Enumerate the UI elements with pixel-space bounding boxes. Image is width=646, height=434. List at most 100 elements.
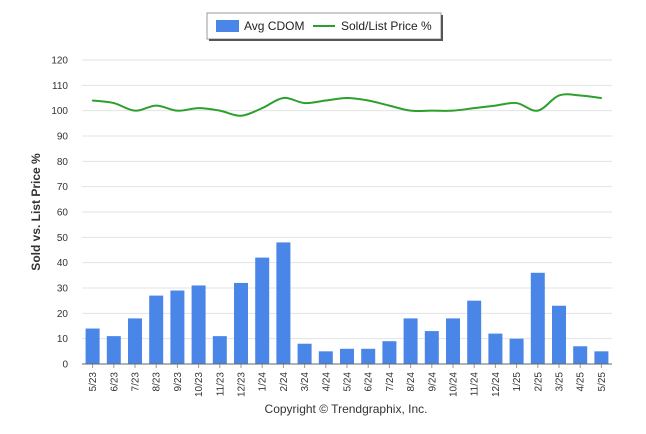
x-tick-label: 1/25 — [512, 372, 523, 392]
x-tick-label: 5/25 — [597, 372, 608, 392]
bar — [424, 331, 439, 364]
grid — [82, 59, 612, 340]
bar — [191, 285, 206, 364]
legend-swatch-avg-cdom — [216, 20, 239, 32]
x-tick-label: 5/23 — [88, 372, 99, 392]
x-tick-label: 7/24 — [385, 372, 396, 392]
y-tick-label: 70 — [57, 182, 69, 193]
bar — [530, 272, 545, 364]
line-point — [261, 107, 264, 109]
bar — [403, 318, 418, 364]
x-tick-label: 2/24 — [279, 372, 290, 392]
line-point — [325, 99, 327, 102]
line-point — [155, 104, 157, 107]
y-tick-label: 0 — [62, 360, 68, 371]
line-point — [494, 104, 497, 107]
y-tick-label: 20 — [57, 309, 69, 320]
bar — [446, 318, 460, 364]
line-point — [367, 99, 370, 102]
x-tick-label: 3/24 — [300, 372, 311, 392]
x-tick-label: 8/24 — [406, 372, 417, 392]
x-tick-label: 2/25 — [533, 372, 544, 392]
y-tick-label: 40 — [57, 258, 69, 269]
bar — [212, 336, 227, 364]
x-tick-label: 1/24 — [258, 372, 269, 392]
bar — [297, 343, 312, 364]
x-axis-ticks: 5/23 6/23 7/23 8/23 9/23 10/23 11/23 12/23 1/24 2… — [88, 364, 608, 397]
x-tick-label: 10/23 — [194, 372, 205, 397]
line-point — [176, 109, 179, 112]
bar — [255, 257, 270, 364]
legend-label-sold-list: Sold/List Price % — [341, 19, 432, 33]
bar — [361, 348, 376, 364]
line-point — [134, 109, 136, 112]
line-point — [409, 109, 412, 112]
x-tick-label: 9/24 — [427, 372, 438, 392]
x-tick-label: 10/24 — [449, 372, 460, 397]
bar — [594, 351, 609, 364]
x-tick-label: 3/25 — [555, 372, 566, 392]
y-tick-label: 120 — [51, 56, 68, 67]
x-tick-label: 5/24 — [343, 372, 354, 392]
line-point — [197, 107, 200, 109]
x-tick-label: 4/24 — [321, 372, 332, 392]
legend-shadow-bottom — [209, 39, 443, 41]
legend-shadow-right — [441, 15, 443, 41]
line-point — [515, 102, 518, 104]
legend: Avg CDOM Sold/List Price % — [206, 12, 443, 41]
bar — [509, 338, 524, 364]
y-tick-label: 60 — [57, 208, 69, 219]
line-point — [303, 102, 306, 104]
x-tick-label: 6/23 — [109, 372, 120, 392]
bar — [382, 341, 397, 364]
line-point — [431, 109, 433, 112]
line-point — [346, 97, 348, 99]
y-tick-label: 90 — [57, 132, 69, 143]
y-tick-label: 30 — [57, 284, 69, 295]
bar — [234, 282, 248, 364]
line-point — [452, 109, 454, 112]
line-point — [473, 107, 476, 109]
x-tick-label: 9/23 — [173, 372, 184, 392]
x-tick-label: 4/25 — [576, 372, 587, 392]
x-tick-label: 12/24 — [491, 372, 502, 397]
x-tick-label: 12/23 — [237, 372, 248, 397]
y-tick-label: 50 — [57, 233, 69, 244]
y-tick-label: 80 — [57, 157, 69, 168]
y-axis-label: Sold vs. List Price % — [29, 153, 43, 271]
line-point — [537, 109, 539, 112]
line-point — [388, 104, 391, 107]
legend-label-avg-cdom: Avg CDOM — [244, 19, 304, 33]
line-point — [113, 102, 115, 104]
y-axis-ticks: 0 10 20 30 40 50 60 70 80 90 100 110 120 — [51, 56, 68, 371]
x-tick-label: 8/23 — [152, 372, 163, 392]
line-point — [219, 109, 221, 112]
x-tick-label: 7/23 — [131, 372, 142, 392]
bar — [85, 328, 100, 364]
y-tick-label: 100 — [51, 106, 68, 117]
bars — [85, 242, 609, 364]
bar — [340, 348, 354, 364]
line-point — [600, 97, 603, 99]
x-tick-label: 6/24 — [364, 372, 375, 392]
bar — [488, 333, 503, 364]
y-tick-label: 10 — [57, 334, 69, 345]
y-tick-label: 110 — [52, 81, 68, 92]
bar — [552, 305, 566, 364]
line-point — [91, 99, 94, 102]
line-point — [282, 97, 285, 99]
line-point — [558, 94, 560, 97]
line-point — [579, 94, 581, 97]
copyright-text: Copyright © Trendgraphix, Inc. — [265, 402, 428, 416]
bar — [467, 300, 482, 364]
line-point — [240, 114, 242, 117]
line-series — [91, 93, 603, 117]
x-tick-label: 11/24 — [470, 372, 481, 397]
bar — [128, 318, 142, 364]
bar — [318, 351, 333, 364]
x-tick-label: 11/23 — [215, 372, 226, 397]
bar — [106, 336, 121, 364]
bar — [276, 242, 291, 364]
bar — [573, 346, 588, 364]
